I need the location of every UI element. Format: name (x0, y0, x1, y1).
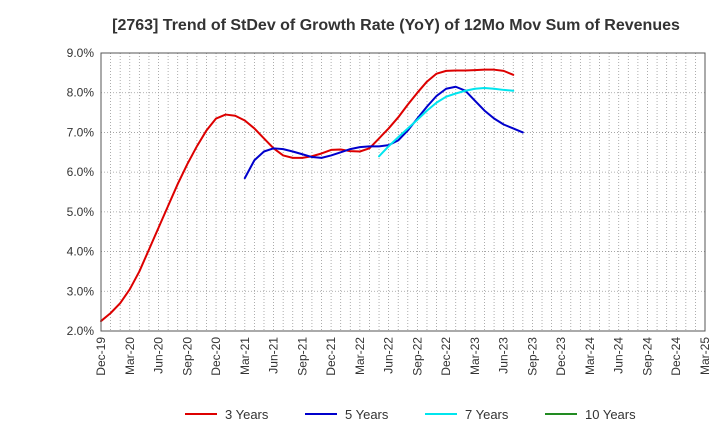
x-tick-label: Dec-22 (439, 337, 453, 376)
x-tick-label: Jun-21 (267, 337, 281, 374)
legend-item-3-years: 3 Years (185, 407, 269, 422)
legend-item-10-years: 10 Years (545, 407, 636, 422)
y-tick-label: 7.0% (67, 125, 95, 139)
x-tick-label: Dec-21 (324, 337, 338, 376)
x-tick-label: Mar-21 (238, 337, 252, 375)
legend-label: 7 Years (465, 407, 509, 422)
x-tick-label: Mar-22 (353, 337, 367, 375)
chart-title: [2763] Trend of StDev of Growth Rate (Yo… (112, 17, 680, 34)
x-tick-label: Mar-24 (583, 337, 597, 375)
y-tick-label: 8.0% (67, 86, 95, 100)
x-tick-label: Sep-23 (525, 337, 539, 376)
y-tick-label: 5.0% (67, 205, 95, 219)
x-tick-label: Sep-21 (295, 337, 309, 376)
x-axis-ticks: Dec-19 Mar-20 Jun-20 Sep-20 Dec-20 Mar-21 Jun-… (94, 337, 712, 376)
y-axis-ticks: 2.0% 3.0% 4.0% 5.0% 6.0% 7.0% 8.0% 9.0% (67, 46, 95, 338)
legend-item-7-years: 7 Years (425, 407, 509, 422)
x-tick-label: Dec-20 (209, 337, 223, 376)
x-tick-label: Dec-23 (554, 337, 568, 376)
x-tick-label: Sep-24 (640, 337, 654, 376)
y-tick-label: 3.0% (67, 284, 95, 298)
y-tick-label: 9.0% (67, 46, 95, 60)
x-tick-label: Dec-19 (94, 337, 108, 376)
x-tick-label: Jun-22 (382, 337, 396, 374)
x-tick-label: Jun-24 (612, 337, 626, 374)
series-line-5-years (243, 85, 524, 180)
plot-area-border (100, 52, 706, 332)
x-tick-label: Mar-25 (698, 337, 712, 375)
legend-label: 10 Years (585, 407, 636, 422)
x-tick-label: Dec-24 (669, 337, 683, 376)
series-lines (100, 68, 524, 323)
x-tick-label: Jun-20 (152, 337, 166, 374)
legend: 3 Years 5 Years 7 Years 10 Years (185, 407, 636, 422)
legend-label: 5 Years (345, 407, 389, 422)
grid (101, 52, 705, 332)
series-line-7-years (378, 86, 515, 158)
legend-label: 3 Years (225, 407, 269, 422)
y-tick-label: 6.0% (67, 165, 95, 179)
x-tick-label: Mar-23 (468, 337, 482, 375)
x-tick-label: Sep-20 (180, 337, 194, 376)
x-tick-label: Sep-22 (410, 337, 424, 376)
series-line-3-years (100, 68, 515, 323)
x-tick-label: Mar-20 (123, 337, 137, 375)
y-tick-label: 2.0% (67, 324, 95, 338)
y-tick-label: 4.0% (67, 245, 95, 259)
x-tick-label: Jun-23 (497, 337, 511, 374)
legend-item-5-years: 5 Years (305, 407, 389, 422)
